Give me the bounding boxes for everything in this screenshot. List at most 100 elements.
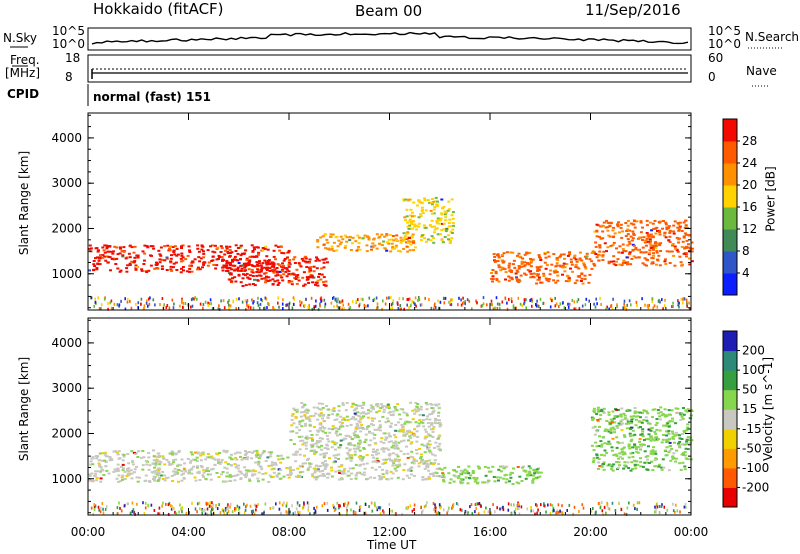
echo-cell xyxy=(196,502,199,506)
echo-cell xyxy=(126,300,129,304)
echo-cell xyxy=(296,503,299,506)
echo-cell xyxy=(272,255,276,258)
echo-cell xyxy=(134,264,138,267)
echo-cell xyxy=(686,423,690,426)
echo-cell xyxy=(235,458,239,461)
echo-cell xyxy=(668,241,672,243)
echo-cell xyxy=(121,478,125,481)
echo-cell xyxy=(646,458,649,461)
echo-cell xyxy=(397,441,401,444)
echo-cell xyxy=(399,418,403,421)
echo-cell xyxy=(365,454,369,457)
echo-cell xyxy=(133,245,137,248)
echo-cell xyxy=(415,430,419,433)
echo-cell xyxy=(348,448,352,451)
echo-cell xyxy=(389,250,393,253)
echo-cell xyxy=(396,476,400,479)
echo-cell xyxy=(690,250,694,253)
echo-cell xyxy=(399,307,401,311)
echo-cell xyxy=(403,435,407,437)
echo-cell xyxy=(133,260,137,263)
echo-cell xyxy=(428,201,432,204)
echo-cell xyxy=(474,510,476,514)
echo-cell xyxy=(425,464,429,467)
echo-cell xyxy=(643,410,647,412)
echo-cell xyxy=(134,452,138,454)
echo-cell xyxy=(88,247,92,250)
echo-cell xyxy=(431,453,435,456)
echo-cell xyxy=(406,303,408,307)
echo-cell xyxy=(485,506,487,510)
echo-cell xyxy=(266,280,270,282)
echo-cell xyxy=(406,225,410,228)
echo-cell xyxy=(423,199,427,202)
echo-cell xyxy=(243,450,247,453)
echo-cell xyxy=(571,298,574,302)
velocity-echo-region xyxy=(289,401,443,481)
echo-cell xyxy=(532,509,534,513)
echo-cell xyxy=(626,233,630,236)
echo-cell xyxy=(290,280,294,283)
echo-cell xyxy=(313,471,317,474)
echo-cell xyxy=(317,465,321,468)
echo-cell xyxy=(439,233,443,236)
echo-cell xyxy=(375,457,379,460)
echo-cell xyxy=(280,457,283,460)
y-tick-label: 4000 xyxy=(51,336,82,350)
echo-cell xyxy=(113,245,117,248)
echo-cell xyxy=(313,469,317,472)
echo-cell xyxy=(647,306,650,310)
echo-cell xyxy=(309,415,313,418)
echo-cell xyxy=(158,506,161,510)
echo-cell xyxy=(181,259,185,262)
echo-cell xyxy=(477,512,480,516)
echo-cell xyxy=(322,452,326,455)
echo-cell xyxy=(430,198,434,200)
echo-cell xyxy=(422,425,426,428)
echo-cell xyxy=(116,267,120,270)
echo-cell xyxy=(366,235,370,238)
echo-cell xyxy=(249,306,252,310)
echo-cell xyxy=(592,417,596,420)
echo-cell xyxy=(398,463,402,466)
echo-cell xyxy=(430,407,434,409)
echo-cell xyxy=(375,411,379,414)
echo-cell xyxy=(403,422,407,425)
echo-cell xyxy=(599,225,603,228)
echo-cell xyxy=(366,412,370,415)
echo-cell xyxy=(674,460,678,463)
echo-cell xyxy=(314,509,317,513)
echo-cell xyxy=(332,461,336,464)
echo-cell xyxy=(395,446,399,449)
echo-cell xyxy=(269,506,272,510)
echo-cell xyxy=(636,411,639,414)
echo-cell xyxy=(609,244,613,247)
echo-cell xyxy=(196,451,200,454)
echo-cell xyxy=(228,262,232,265)
echo-cell xyxy=(611,469,615,472)
echo-cell xyxy=(684,503,687,507)
echo-cell xyxy=(430,413,434,415)
echo-cell xyxy=(405,208,409,211)
echo-cell xyxy=(326,501,329,505)
echo-cell xyxy=(591,461,595,464)
echo-cell xyxy=(192,458,196,461)
echo-cell xyxy=(95,476,99,479)
echo-cell xyxy=(95,247,99,250)
echo-cell xyxy=(118,246,122,249)
echo-cell xyxy=(492,476,496,478)
echo-cell xyxy=(651,222,655,225)
echo-cell xyxy=(539,471,543,474)
echo-cell xyxy=(440,229,444,232)
echo-cell xyxy=(221,269,225,272)
echo-cell xyxy=(280,251,284,254)
echo-cell xyxy=(362,448,366,450)
echo-cell xyxy=(405,412,409,415)
echo-cell xyxy=(173,245,177,248)
echo-cell xyxy=(377,410,381,413)
echo-cell xyxy=(654,510,656,514)
echo-cell xyxy=(677,228,681,231)
echo-cell xyxy=(323,447,327,450)
echo-cell xyxy=(342,437,346,440)
